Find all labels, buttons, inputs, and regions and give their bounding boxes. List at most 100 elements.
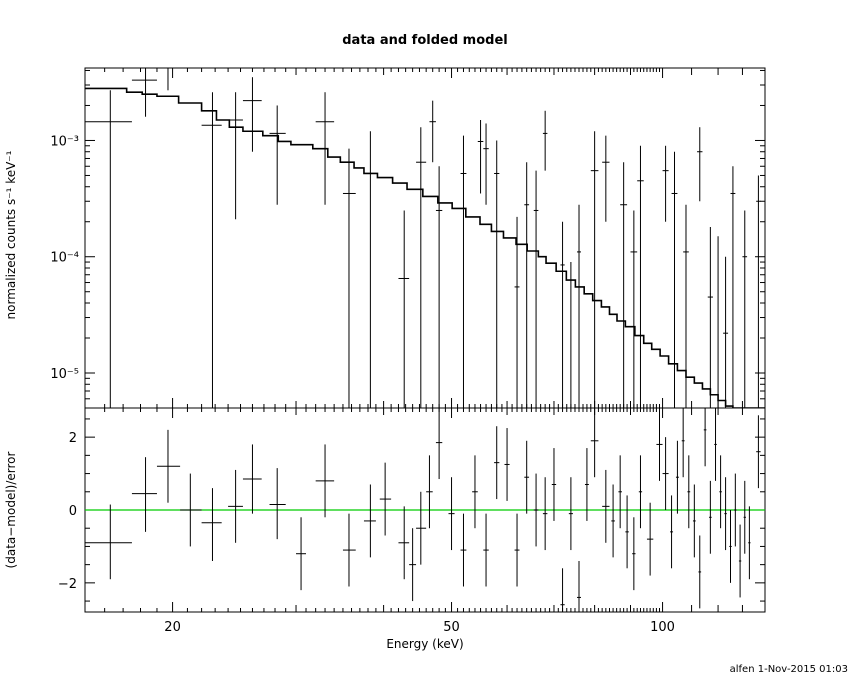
data-point xyxy=(363,131,376,408)
residual-point xyxy=(703,408,707,467)
residual-point xyxy=(714,408,717,481)
data-point xyxy=(269,105,286,205)
upper-frame xyxy=(84,67,766,409)
upper-panel: 10⁻⁵ 10⁻⁴ 10⁻³ xyxy=(50,67,766,409)
y-tick-label: 10⁻⁴ xyxy=(50,251,79,266)
residual-point xyxy=(734,473,737,547)
residual-point xyxy=(568,477,573,551)
data-point xyxy=(131,68,157,117)
residual-point xyxy=(342,513,356,587)
data-point xyxy=(590,131,599,408)
residual-point xyxy=(483,513,489,587)
residual-point xyxy=(625,495,629,569)
residual-point xyxy=(632,517,636,591)
data-point xyxy=(542,110,548,171)
residual-point xyxy=(692,484,696,558)
residual-point xyxy=(379,462,392,536)
data-point xyxy=(201,92,222,408)
residual-point xyxy=(156,429,181,503)
x-tick-label: 100 xyxy=(650,620,675,635)
data-point xyxy=(723,256,729,408)
data-point xyxy=(756,175,761,408)
data-point xyxy=(697,127,703,202)
lower-panel: 20 50 100 −2 0 2 xyxy=(58,407,766,635)
residual-point xyxy=(494,426,500,500)
data-point xyxy=(730,166,736,408)
residual-point xyxy=(748,506,751,580)
data-point xyxy=(315,92,335,205)
data-point xyxy=(671,151,678,408)
residual-point xyxy=(618,455,622,529)
chart-title: data and folded model xyxy=(342,33,508,48)
data-point xyxy=(560,221,565,408)
x-tick-label: 20 xyxy=(164,620,181,635)
data-point xyxy=(477,119,484,194)
footer-stamp: alfen 1-Nov-2015 01:03 xyxy=(730,664,848,675)
residual-point xyxy=(524,440,530,514)
data-point xyxy=(602,135,610,222)
x-axis-label: Energy (keV) xyxy=(386,637,463,651)
residual-point xyxy=(756,415,761,489)
residual-point xyxy=(638,455,643,529)
residual-point xyxy=(698,535,702,609)
residual-point xyxy=(743,480,746,554)
data-point xyxy=(242,77,262,152)
residual-point xyxy=(729,510,732,583)
data-point xyxy=(637,145,644,408)
residual-point xyxy=(590,408,599,478)
y-tick-label: 0 xyxy=(69,504,77,519)
residual-point xyxy=(228,469,243,543)
residual-point xyxy=(269,468,286,540)
residual-point xyxy=(472,455,478,529)
residual-point xyxy=(584,448,589,521)
data-point xyxy=(707,227,713,408)
lower-y-axis-label: (data−model)/error xyxy=(4,451,18,568)
y-tick-label: −2 xyxy=(58,577,77,592)
data-point xyxy=(568,262,573,408)
residual-point xyxy=(662,437,669,510)
residual-point xyxy=(577,561,582,612)
residual-point xyxy=(201,488,222,561)
residual-point xyxy=(409,528,417,602)
residual-point xyxy=(687,455,691,529)
y-tick-label: 2 xyxy=(69,431,77,446)
residual-point xyxy=(460,513,467,587)
y-tick-label: 10⁻⁵ xyxy=(50,367,79,382)
data-point xyxy=(742,210,748,408)
residual-point xyxy=(611,484,615,558)
y-tick-label: 10⁻³ xyxy=(50,134,79,149)
data-point xyxy=(85,90,132,408)
residual-point xyxy=(646,502,654,576)
data-point xyxy=(533,170,539,408)
residual-point xyxy=(363,484,376,558)
residual-point xyxy=(719,455,722,529)
data-point xyxy=(398,210,410,408)
residual-point xyxy=(724,477,727,551)
data-point xyxy=(630,210,638,408)
residual-point xyxy=(602,469,610,543)
data-point xyxy=(514,216,520,408)
upper-y-axis-label: normalized counts s⁻¹ keV⁻¹ xyxy=(4,150,18,319)
data-point xyxy=(228,92,243,220)
residual-point xyxy=(560,568,565,612)
data-point xyxy=(460,135,467,408)
data-point xyxy=(416,127,427,408)
data-point xyxy=(429,100,436,163)
residual-point xyxy=(551,448,557,521)
residual-point xyxy=(85,504,132,580)
data-point xyxy=(156,68,181,91)
residual-point xyxy=(398,506,410,580)
residual-point xyxy=(670,495,674,569)
x-tick-label: 50 xyxy=(443,620,460,635)
residual-point xyxy=(416,491,427,565)
residual-point xyxy=(426,455,433,529)
residual-point xyxy=(296,517,307,591)
residual-point xyxy=(315,444,335,518)
data-point xyxy=(342,148,356,408)
residual-point xyxy=(533,473,539,547)
data-point xyxy=(483,123,489,205)
residual-point xyxy=(681,408,685,478)
data-point xyxy=(620,162,628,408)
data-point xyxy=(494,140,500,408)
